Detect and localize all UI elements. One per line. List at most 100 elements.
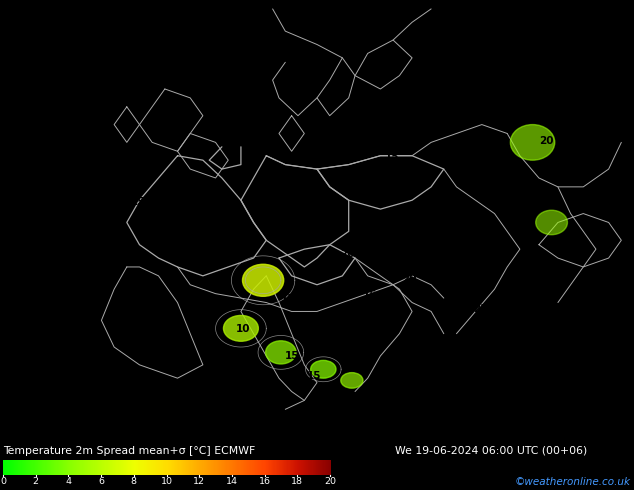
Bar (302, 460, 303, 475)
Bar (235, 460, 236, 475)
Bar (170, 460, 171, 475)
Bar (144, 460, 145, 475)
Bar (48, 460, 49, 475)
Bar (143, 460, 144, 475)
Bar (173, 460, 174, 475)
Text: 15: 15 (340, 131, 354, 141)
Bar (181, 460, 182, 475)
Bar (110, 460, 112, 475)
Bar (268, 460, 269, 475)
Bar (25, 460, 27, 475)
Bar (137, 460, 139, 475)
Bar (205, 460, 206, 475)
Bar (255, 460, 256, 475)
Text: 20: 20 (324, 477, 336, 486)
Bar (68, 460, 70, 475)
Bar (164, 460, 166, 475)
Text: 20: 20 (424, 378, 438, 389)
Bar (18, 460, 20, 475)
Bar (107, 460, 108, 475)
Bar (305, 460, 306, 475)
Bar (131, 460, 132, 475)
Bar (167, 460, 168, 475)
Bar (87, 460, 89, 475)
Bar (126, 460, 128, 475)
Bar (112, 460, 113, 475)
Bar (162, 460, 164, 475)
Bar (29, 460, 31, 475)
Bar (190, 460, 192, 475)
Text: 20: 20 (367, 381, 381, 391)
Bar (10, 460, 11, 475)
Bar (125, 460, 127, 475)
Bar (281, 460, 283, 475)
Ellipse shape (341, 372, 363, 388)
Text: 15: 15 (307, 371, 321, 381)
Bar (179, 460, 181, 475)
Bar (313, 460, 314, 475)
Bar (237, 460, 239, 475)
Bar (146, 460, 147, 475)
Bar (282, 460, 283, 475)
Bar (147, 460, 148, 475)
Bar (5, 460, 7, 475)
Bar (148, 460, 150, 475)
Bar (84, 460, 85, 475)
Bar (75, 460, 77, 475)
Bar (8, 460, 9, 475)
Bar (243, 460, 244, 475)
Bar (39, 460, 41, 475)
Bar (160, 460, 162, 475)
Bar (15, 460, 16, 475)
Bar (49, 460, 50, 475)
Bar (58, 460, 60, 475)
Bar (196, 460, 198, 475)
Bar (17, 460, 19, 475)
Bar (152, 460, 154, 475)
Text: 2: 2 (33, 477, 39, 486)
Bar (52, 460, 54, 475)
Bar (79, 460, 81, 475)
Bar (183, 460, 184, 475)
Bar (99, 460, 101, 475)
Bar (206, 460, 207, 475)
Bar (210, 460, 212, 475)
Bar (216, 460, 217, 475)
Bar (63, 460, 65, 475)
Bar (135, 460, 136, 475)
Bar (284, 460, 286, 475)
Text: 12: 12 (193, 477, 205, 486)
Bar (290, 460, 291, 475)
Ellipse shape (510, 124, 555, 160)
Bar (90, 460, 92, 475)
Text: 13: 13 (280, 199, 294, 209)
Bar (96, 460, 97, 475)
Bar (140, 460, 142, 475)
Text: 25: 25 (540, 292, 553, 302)
Bar (11, 460, 12, 475)
Bar (261, 460, 263, 475)
Bar (225, 460, 227, 475)
Bar (270, 460, 271, 475)
Bar (314, 460, 315, 475)
Bar (320, 460, 322, 475)
Bar (325, 460, 326, 475)
Bar (280, 460, 281, 475)
Bar (89, 460, 91, 475)
Bar (66, 460, 68, 475)
Bar (256, 460, 257, 475)
Bar (67, 460, 69, 475)
Bar (200, 460, 202, 475)
Bar (56, 460, 58, 475)
Bar (62, 460, 63, 475)
Bar (27, 460, 29, 475)
Bar (212, 460, 214, 475)
Bar (291, 460, 292, 475)
Bar (207, 460, 209, 475)
Bar (78, 460, 80, 475)
Bar (93, 460, 95, 475)
Bar (169, 460, 171, 475)
Bar (138, 460, 139, 475)
Text: 15: 15 (385, 151, 399, 162)
Bar (26, 460, 27, 475)
